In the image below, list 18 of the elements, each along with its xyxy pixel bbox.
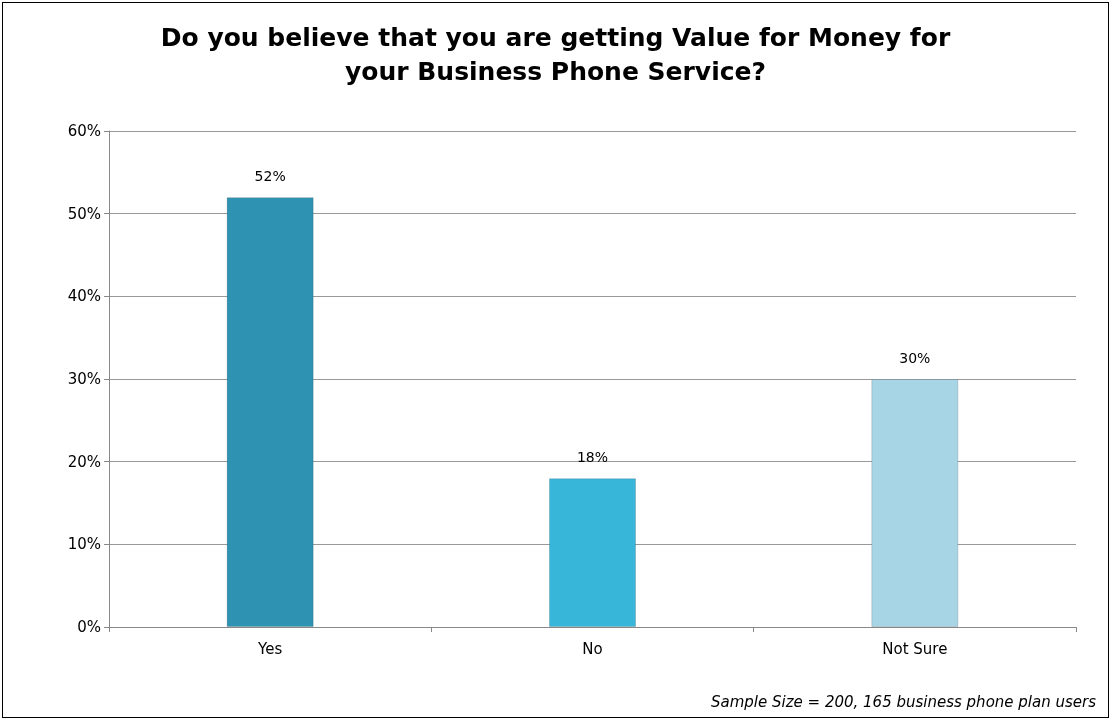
- data-label: 30%: [899, 350, 931, 366]
- data-label: 52%: [254, 168, 286, 185]
- y-tick-label: 50%: [67, 204, 101, 223]
- y-tick-label: 30%: [67, 370, 101, 388]
- text: Sample Size = 200, 165 business phone plan users: [710, 692, 1097, 711]
- y-tick-label: 10%: [67, 535, 101, 554]
- bar: [226, 197, 314, 627]
- y-tick-label: 0%: [77, 618, 101, 636]
- y-tick-label: 60%: [67, 122, 101, 140]
- data-label: 18%: [576, 449, 609, 466]
- x-tick-label: Yes: [257, 639, 283, 658]
- y-tick-label: 40%: [67, 287, 101, 306]
- chart-title: Do you believe that you are getting Value for Money for your Business Phone Service?: [160, 22, 951, 86]
- x-tick-label: Not Sure: [882, 639, 948, 658]
- x-tick-label: No: [582, 639, 603, 658]
- bar: [871, 379, 959, 627]
- y-tick-label: 20%: [67, 452, 101, 471]
- bar: [548, 478, 637, 627]
